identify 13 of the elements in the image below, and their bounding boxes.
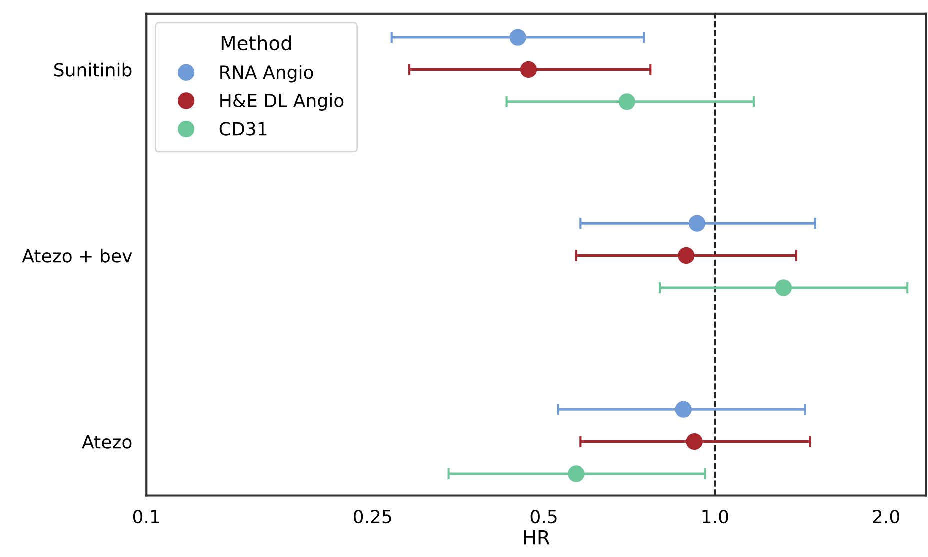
legend-label: RNA Angio <box>220 65 314 83</box>
y-tick-label: Sunitinib <box>54 62 132 77</box>
y-tick-label: Atezo <box>82 435 132 449</box>
y-tick-label: Atezo + bev <box>22 248 132 263</box>
x-tick-label: 2.0 <box>873 510 900 524</box>
x-tick-label: 0.25 <box>354 510 392 524</box>
x-tick-label: 1.0 <box>702 510 728 524</box>
legend-label: CD31 <box>220 122 267 136</box>
legend-label: H&E DL Angio <box>220 94 344 112</box>
x-tick-label: 0.1 <box>133 510 160 524</box>
x-axis-title: HR <box>524 530 550 545</box>
x-tick-label: 0.5 <box>530 510 557 524</box>
legend-title: Method <box>222 36 292 51</box>
